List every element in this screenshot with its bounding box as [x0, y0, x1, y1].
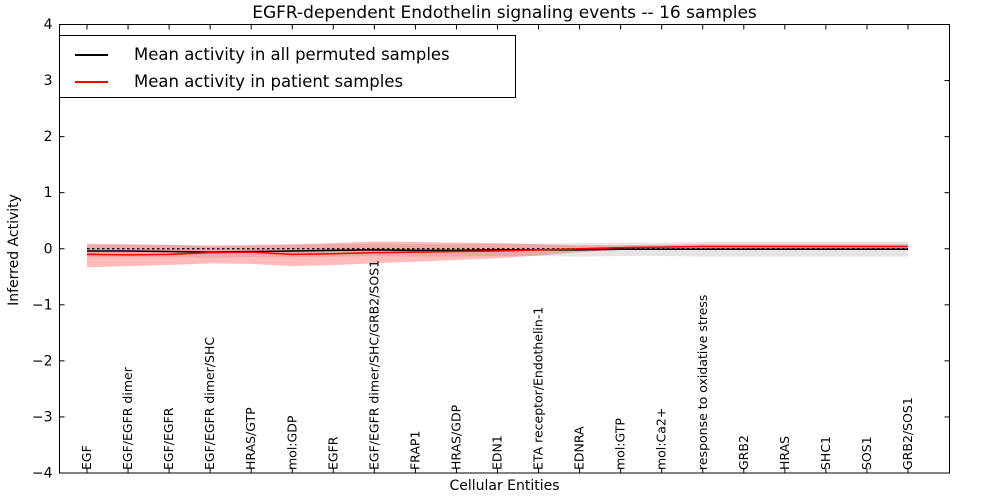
legend-line-swatch-black	[75, 53, 108, 56]
x-tick-label: mol:GDP	[284, 415, 299, 470]
x-axis-label: Cellular Entities	[449, 478, 560, 494]
chart-title: EGFR-dependent Endothelin signaling even…	[252, 3, 757, 23]
y-tick-label: −1	[32, 297, 53, 313]
x-tick-label: SOS1	[859, 436, 874, 470]
legend-item-permuted: Mean activity in all permuted samples	[60, 41, 515, 68]
x-tick-label: EGFR	[325, 436, 340, 470]
x-tick-label: EGF/EGFR dimer/SHC/GRB2/SOS1	[366, 260, 381, 470]
x-tick-label: SHC1	[818, 436, 833, 470]
x-tick-label: HRAS/GDP	[448, 404, 463, 470]
x-tick-label: HRAS/GTP	[243, 407, 258, 470]
legend-line-swatch-red	[75, 80, 108, 83]
y-tick-label: 4	[44, 17, 53, 33]
y-tick-label: 2	[44, 129, 53, 145]
y-tick-label: −3	[32, 409, 53, 425]
x-tick-label: EGF/EGFR dimer	[120, 366, 135, 470]
x-tick-label: EGF/EGFR dimer/SHC	[202, 337, 217, 470]
x-tick-label: EGF/EGFR	[161, 407, 176, 470]
y-tick-label: 0	[44, 241, 53, 257]
x-tick-label: EDN1	[490, 435, 505, 470]
x-tick-label: mol:Ca2+	[654, 408, 669, 470]
x-tick-label: GRB2/SOS1	[900, 397, 915, 470]
x-tick-label: FRAP1	[407, 431, 422, 470]
legend-label: Mean activity in all permuted samples	[134, 45, 450, 64]
legend-label: Mean activity in patient samples	[134, 72, 404, 91]
x-tick-label: HRAS	[777, 436, 792, 470]
legend: Mean activity in all permuted samples Me…	[59, 35, 516, 98]
x-tick-label: GRB2	[736, 435, 751, 470]
x-tick-label: mol:GTP	[613, 418, 628, 470]
x-tick-label: ETA receptor/Endothelin-1	[531, 307, 546, 470]
y-axis-label: Inferred Activity	[6, 194, 22, 306]
x-tick-label: EDNRA	[572, 426, 587, 470]
x-tick-label: EGF	[79, 445, 94, 470]
patient-std-band	[87, 241, 908, 268]
patient-mean-line	[86, 245, 908, 256]
y-tick-label: 1	[44, 185, 53, 201]
x-tick-label: response to oxidative stress	[695, 295, 710, 470]
y-tick-label: −4	[32, 466, 53, 482]
legend-item-patient: Mean activity in patient samples	[60, 68, 515, 95]
y-tick-label: 3	[44, 73, 53, 89]
y-tick-label: −2	[32, 353, 53, 369]
